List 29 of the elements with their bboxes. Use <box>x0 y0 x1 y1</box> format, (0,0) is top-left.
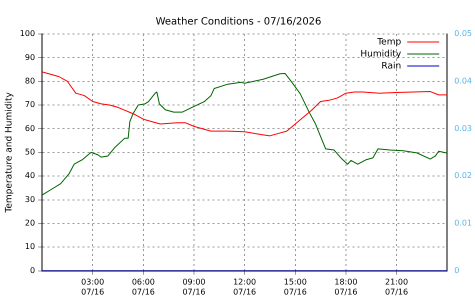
x-tick-label: 12:00 07/16 <box>233 278 256 296</box>
y-tick-label: 100 <box>20 29 36 38</box>
y-tick-label: 80 <box>24 76 36 86</box>
y2-tick-label: 0 <box>454 266 460 275</box>
x-tick-label: 15:00 07/16 <box>284 278 307 296</box>
x-tick-label: 06:00 07/16 <box>132 278 155 296</box>
y-tick-label: 50 <box>24 147 36 156</box>
y2-tick-label: 0.04 <box>454 76 472 86</box>
legend-label: Rain <box>381 61 402 72</box>
y2-tick-label: 0.03 <box>454 124 472 133</box>
y-tick-label: 10 <box>24 242 36 252</box>
y2-tick-label: 0.02 <box>454 171 472 180</box>
y-tick-label: 60 <box>24 124 36 133</box>
y-tick-label: 90 <box>24 52 36 62</box>
chart-title: Weather Conditions - 07/16/2026 <box>156 16 322 28</box>
y-axis-title: Temperature and Humidity <box>4 91 15 214</box>
y2-tick-label: 0.05 <box>454 29 472 38</box>
y-tick-label: 70 <box>24 100 36 110</box>
x-tick-label: 09:00 07/16 <box>182 278 206 296</box>
x-tick-label: 03:00 07/16 <box>81 278 104 296</box>
y2-tick-label: 0.01 <box>454 218 472 228</box>
legend-label: Humidity <box>360 49 402 60</box>
x-tick-label: 21:00 07/16 <box>385 278 408 296</box>
legend-label: Temp <box>376 37 402 48</box>
x-tick-label: 18:00 07/16 <box>334 278 358 296</box>
y-tick-label: 0 <box>30 266 36 275</box>
y-tick-label: 30 <box>24 194 36 204</box>
y-tick-label: 40 <box>24 171 36 180</box>
y-tick-label: 20 <box>24 218 36 228</box>
